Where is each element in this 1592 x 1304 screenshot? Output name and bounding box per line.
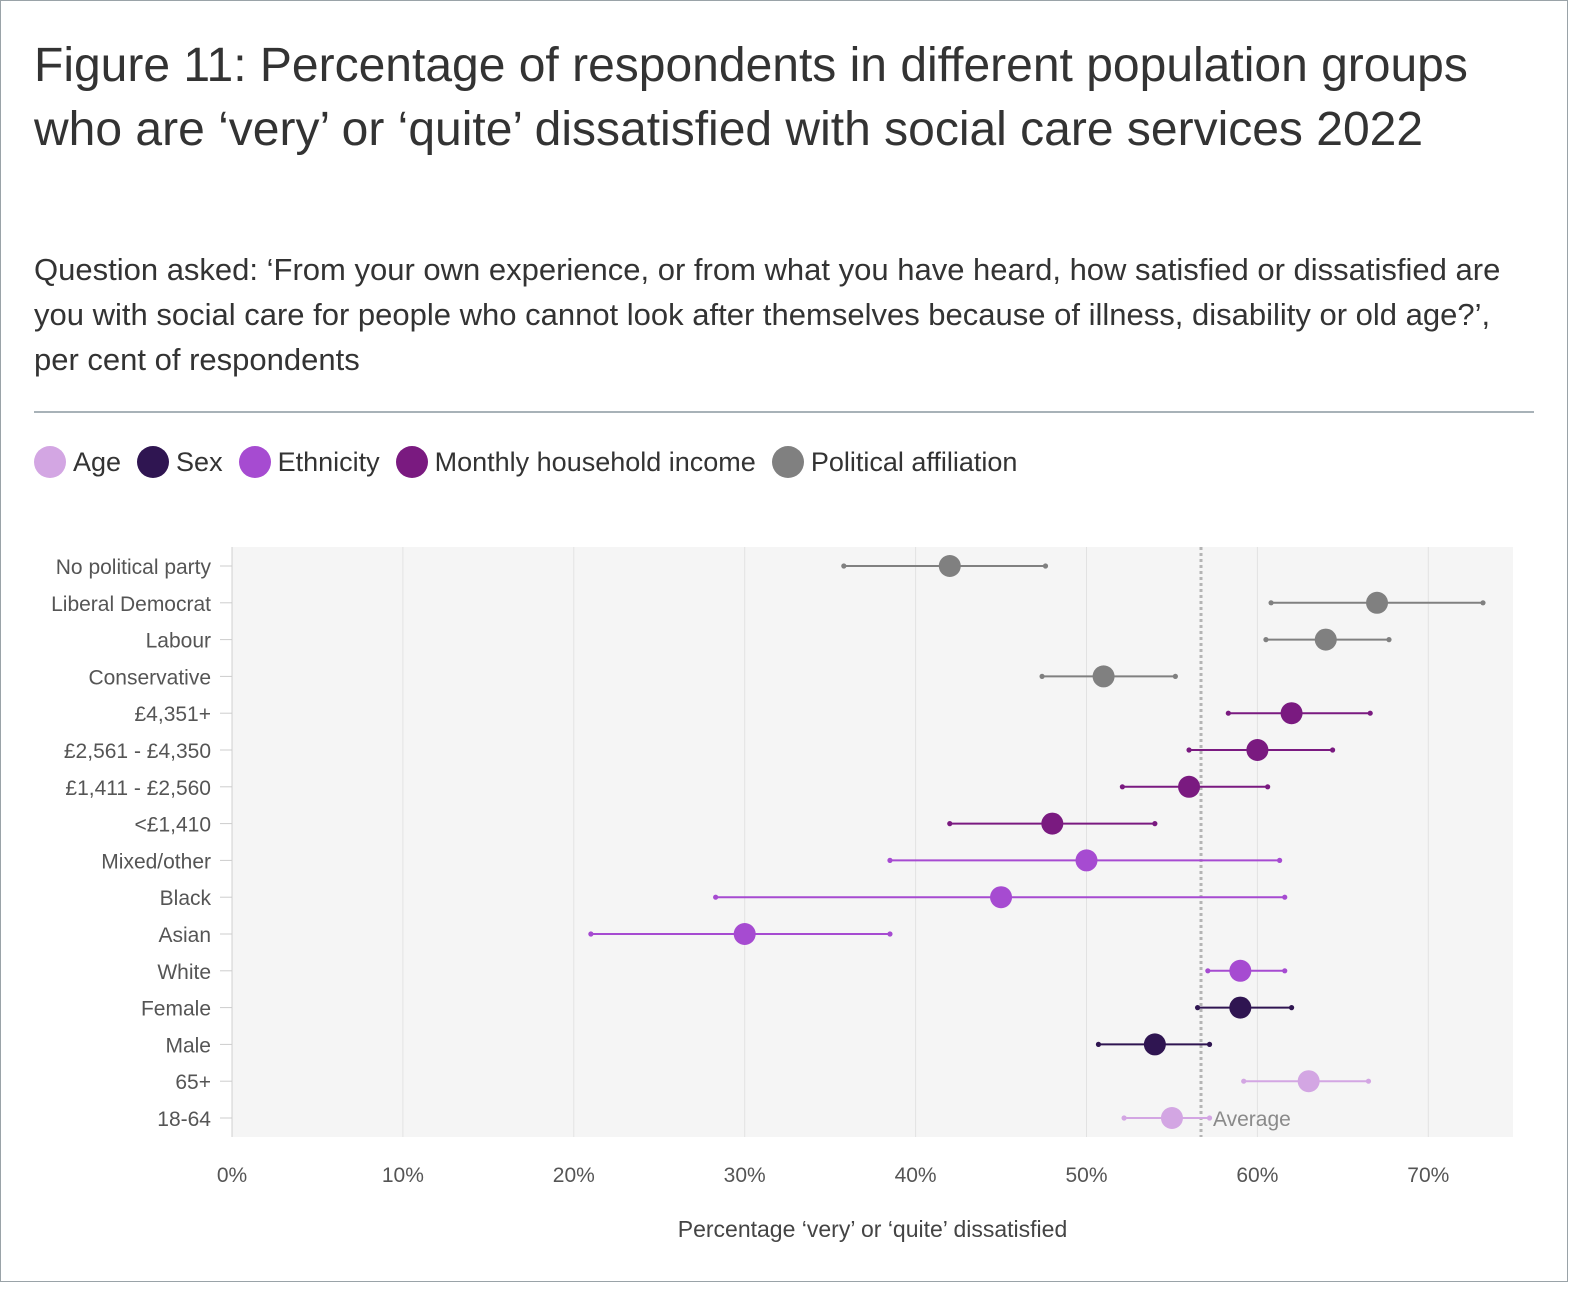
data-point (938, 555, 961, 577)
y-tick-label: Male (165, 1034, 211, 1057)
y-tick-label: <£1,410 (135, 814, 212, 837)
error-bar-cap-low (887, 857, 893, 863)
data-point (1280, 702, 1303, 725)
x-tick-label: 40% (895, 1164, 937, 1187)
data-point (1160, 1107, 1183, 1129)
y-tick-label: £4,351+ (135, 703, 212, 726)
x-tick-label: 60% (1236, 1164, 1278, 1187)
y-tick-label: Asian (158, 924, 211, 947)
legend: Age Sex Ethnicity Monthly household inco… (34, 446, 1033, 478)
error-bar-cap-high (1480, 600, 1486, 606)
legend-item-ethnicity[interactable]: Ethnicity (238, 446, 380, 478)
data-point (1366, 591, 1389, 614)
legend-label-ethnicity: Ethnicity (277, 446, 380, 477)
error-bar-cap-high (1206, 1041, 1213, 1047)
error-bar-cap-low (1186, 747, 1192, 753)
error-bar-cap-low (1241, 1078, 1247, 1084)
error-bar-cap-low (1121, 1115, 1127, 1121)
error-bar-cap-low (1095, 1041, 1102, 1047)
x-tick-label: 30% (724, 1164, 766, 1187)
legend-item-age[interactable]: Age (34, 446, 121, 478)
error-bar-cap-low (1225, 710, 1231, 716)
error-bar-cap-high (1386, 637, 1392, 643)
error-bar-cap-low (713, 894, 719, 900)
y-tick-label: No political party (56, 556, 212, 579)
figure-subtitle: Question asked: ‘From your own experienc… (34, 252, 1501, 377)
legend-label-age: Age (73, 446, 122, 477)
plot-background (232, 547, 1513, 1137)
legend-swatch-political (771, 446, 804, 478)
legend-swatch-ethnicity (238, 446, 271, 478)
y-tick-label: Liberal Democrat (51, 593, 211, 616)
error-bar-cap-high (1172, 673, 1178, 679)
y-tick-label: Mixed/other (101, 850, 211, 873)
y-tick-label: Black (160, 887, 212, 910)
x-tick-label: 0% (217, 1164, 247, 1187)
error-bar-cap-high (1329, 747, 1336, 753)
legend-label-political: Political affiliation (810, 446, 1018, 477)
data-point (1314, 628, 1337, 651)
x-tick-label: 10% (382, 1164, 424, 1187)
x-tick-label: 20% (553, 1164, 595, 1187)
y-tick-label: Female (141, 998, 211, 1021)
y-tick-label: £1,411 - £2,560 (65, 777, 211, 800)
dot-plot-chart: 0% 10% 20% 30% 40% 50% 60% 70% No political part… (51, 547, 1513, 1242)
error-bar-cap-low (1039, 673, 1045, 679)
error-bar-cap-high (1282, 894, 1288, 900)
error-bar-cap-low (1194, 1005, 1201, 1011)
x-tick-label: 50% (1065, 1164, 1107, 1187)
data-point (1075, 849, 1098, 872)
error-bar-cap-high (1282, 968, 1288, 974)
figure-title: Figure 11: Percentage of respondents in … (34, 39, 1468, 156)
error-bar-cap-low (841, 563, 847, 569)
data-point (1297, 1070, 1320, 1093)
error-bar-cap-low (947, 821, 953, 827)
legend-item-income[interactable]: Monthly household income (395, 446, 756, 478)
error-bar-cap-high (1152, 821, 1158, 827)
error-bar-cap-high (1367, 710, 1373, 716)
error-bar-cap-high (1277, 857, 1283, 863)
data-point (1143, 1033, 1166, 1056)
error-bar-cap-high (887, 931, 893, 937)
legend-label-sex: Sex (176, 446, 223, 477)
data-point (1041, 812, 1064, 835)
data-point (1229, 959, 1252, 982)
legend-label-income: Monthly household income (434, 446, 756, 477)
y-tick-label: White (157, 961, 211, 984)
data-point (1092, 665, 1115, 688)
y-tick-label: £2,561 - £4,350 (64, 740, 211, 763)
legend-item-political[interactable]: Political affiliation (771, 446, 1018, 478)
legend-swatch-sex (137, 446, 170, 478)
average-label: Average (1213, 1108, 1291, 1131)
error-bar-cap-low (1119, 784, 1125, 790)
error-bar-cap-low (1205, 968, 1211, 974)
data-point (733, 923, 756, 945)
error-bar-cap-low (1268, 600, 1274, 606)
error-bar-cap-high (1365, 1078, 1372, 1084)
data-point (1178, 775, 1201, 798)
error-bar-cap-high (1288, 1005, 1295, 1011)
error-bar-cap-high (1206, 1115, 1213, 1121)
x-axis-title: Percentage ‘very’ or ‘quite’ dissatisfie… (678, 1216, 1067, 1242)
x-tick-label: 70% (1407, 1164, 1449, 1187)
y-tick-label: 65+ (175, 1071, 211, 1094)
y-tick-label: Labour (146, 630, 211, 653)
error-bar-cap-high (1042, 563, 1049, 569)
legend-swatch-age (34, 446, 66, 478)
data-point (1246, 739, 1269, 761)
legend-swatch-income (395, 446, 428, 478)
error-bar-cap-high (1265, 784, 1271, 790)
divider (34, 411, 1534, 413)
legend-item-sex[interactable]: Sex (137, 446, 223, 478)
y-tick-label: Conservative (88, 666, 211, 689)
error-bar-cap-low (1263, 637, 1269, 643)
data-point (990, 886, 1013, 909)
error-bar-cap-low (588, 931, 594, 937)
data-point (1229, 996, 1252, 1019)
y-tick-label: 18-64 (157, 1108, 211, 1131)
